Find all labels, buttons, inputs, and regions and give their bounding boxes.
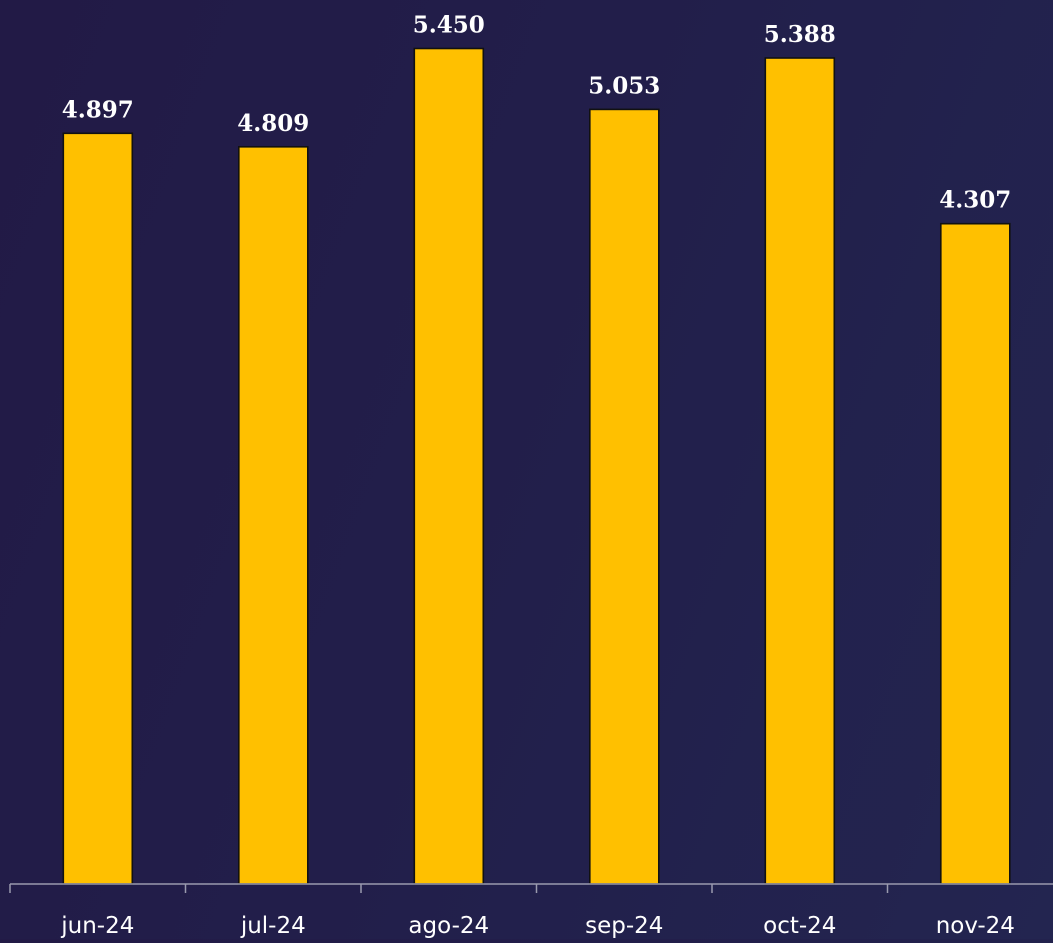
data-label-oct-24: 5.388 — [764, 21, 836, 48]
x-tick-labels: jun-24 jul-24 ago-24 sep-24 oct-24 nov-24 — [60, 913, 1015, 939]
bar-ago-24 — [413, 47, 485, 885]
bar-oct-24 — [764, 57, 836, 885]
bars-layer — [62, 47, 1011, 885]
data-label-jul-24: 4.809 — [237, 110, 309, 137]
x-tick-label-ago-24: ago-24 — [408, 913, 489, 939]
x-axis — [9, 883, 1053, 893]
bar-nov-24 — [939, 222, 1011, 885]
data-label-nov-24: 4.307 — [939, 187, 1011, 214]
x-tick-label-jun-24: jun-24 — [60, 913, 134, 939]
data-label-jun-24: 4.897 — [62, 96, 134, 123]
bar-sep-24 — [588, 108, 660, 885]
bar-jul-24 — [238, 146, 309, 885]
value-labels-layer: 4.897 4.809 5.450 5.053 5.388 4.307 — [62, 12, 1012, 214]
data-label-sep-24: 5.053 — [588, 72, 660, 99]
x-tick-label-sep-24: sep-24 — [585, 913, 663, 939]
x-tick-label-nov-24: nov-24 — [936, 913, 1015, 939]
x-tick-label-jul-24: jul-24 — [240, 913, 306, 939]
bar-jun-24 — [62, 132, 134, 885]
x-tick-label-oct-24: oct-24 — [763, 913, 836, 939]
data-label-ago-24: 5.450 — [413, 12, 485, 39]
